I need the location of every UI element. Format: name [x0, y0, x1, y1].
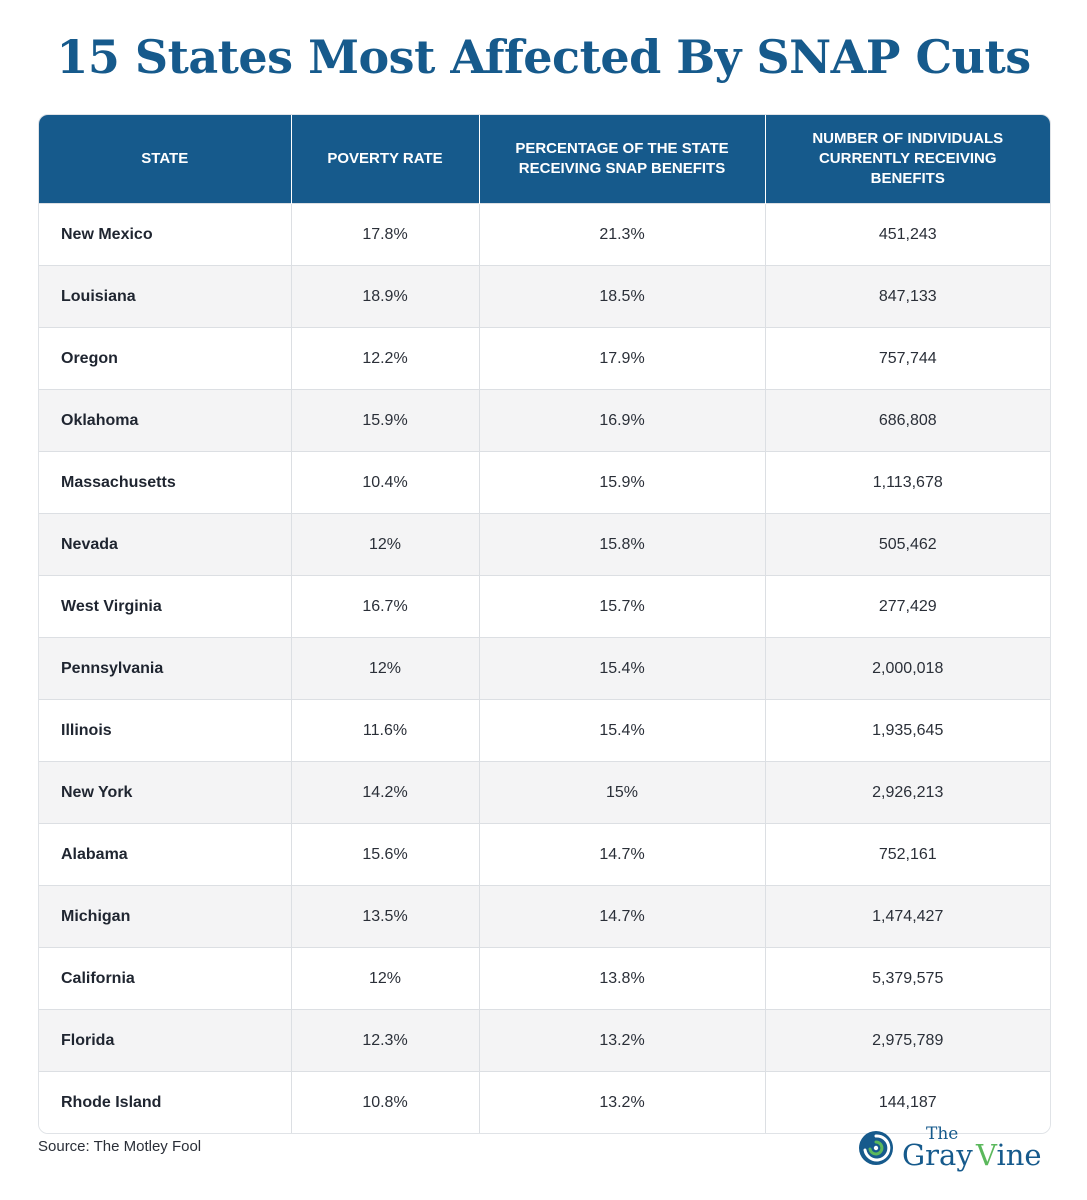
individuals-cell: 1,474,427 — [764, 885, 1050, 948]
individuals-cell: 1,113,678 — [764, 451, 1050, 514]
poverty-rate-cell: 12.2% — [290, 327, 479, 390]
poverty-rate-cell: 14.2% — [290, 761, 479, 824]
snap-percentage-cell: 13.2% — [478, 1071, 765, 1133]
state-cell: Pennsylvania — [39, 637, 291, 700]
snap-table: STATE POVERTY RATE PERCENTAGE OF THE STATE… — [38, 114, 1051, 1134]
individuals-cell: 2,975,789 — [764, 1009, 1050, 1072]
table-row: West Virginia 16.7% 15.7% 277,429 — [39, 575, 1050, 638]
table-row: Illinois 11.6% 15.4% 1,935,645 — [39, 699, 1050, 762]
poverty-rate-cell: 10.4% — [290, 451, 479, 514]
logo-gray-text: Gray — [902, 1138, 973, 1172]
header-row: STATE POVERTY RATE PERCENTAGE OF THE STATE… — [39, 115, 1050, 204]
snap-percentage-cell: 15.4% — [478, 699, 765, 762]
individuals-cell: 757,744 — [764, 327, 1050, 390]
individuals-cell: 505,462 — [764, 513, 1050, 576]
snap-percentage-cell: 16.9% — [478, 389, 765, 452]
swirl-logo-icon — [859, 1131, 893, 1165]
snap-percentage-cell: 13.8% — [478, 947, 765, 1010]
individuals-cell: 1,935,645 — [764, 699, 1050, 762]
snap-percentage-cell: 15.4% — [478, 637, 765, 700]
individuals-cell: 686,808 — [764, 389, 1050, 452]
state-cell: Oregon — [39, 327, 291, 390]
poverty-rate-cell: 12.3% — [290, 1009, 479, 1072]
table-header: STATE POVERTY RATE PERCENTAGE OF THE STATE… — [39, 115, 1050, 204]
poverty-rate-cell: 15.9% — [290, 389, 479, 452]
snap-percentage-cell: 21.3% — [478, 203, 765, 266]
snap-percentage-cell: 18.5% — [478, 265, 765, 328]
individuals-cell: 752,161 — [764, 823, 1050, 886]
table-row: Oregon 12.2% 17.9% 757,744 — [39, 327, 1050, 390]
table-row: California 12% 13.8% 5,379,575 — [39, 947, 1050, 1010]
snap-percentage-cell: 13.2% — [478, 1009, 765, 1072]
state-cell: Oklahoma — [39, 389, 291, 452]
logo-vine-text: Vine — [976, 1138, 1042, 1172]
logo-vine-rest: ine — [996, 1138, 1042, 1172]
table-row: Massachusetts 10.4% 15.9% 1,113,678 — [39, 451, 1050, 514]
individuals-cell: 144,187 — [764, 1071, 1050, 1133]
state-cell: California — [39, 947, 291, 1010]
data-table: STATE POVERTY RATE PERCENTAGE OF THE STATE… — [39, 115, 1050, 1133]
header-state: STATE — [39, 115, 291, 204]
poverty-rate-cell: 15.6% — [290, 823, 479, 886]
state-cell: Rhode Island — [39, 1071, 291, 1133]
individuals-cell: 2,926,213 — [764, 761, 1050, 824]
table-row: New York 14.2% 15% 2,926,213 — [39, 761, 1050, 824]
snap-percentage-cell: 15.7% — [478, 575, 765, 638]
poverty-rate-cell: 12% — [290, 637, 479, 700]
state-cell: Michigan — [39, 885, 291, 948]
poverty-rate-cell: 12% — [290, 513, 479, 576]
table-row: New Mexico 17.8% 21.3% 451,243 — [39, 203, 1050, 266]
individuals-cell: 5,379,575 — [764, 947, 1050, 1010]
table-row: Nevada 12% 15.8% 505,462 — [39, 513, 1050, 576]
state-cell: Louisiana — [39, 265, 291, 328]
table-row: Oklahoma 15.9% 16.9% 686,808 — [39, 389, 1050, 452]
snap-percentage-cell: 15.9% — [478, 451, 765, 514]
snap-percentage-cell: 14.7% — [478, 885, 765, 948]
the-grayvine-logo: The Gray Vine — [858, 1124, 1053, 1172]
poverty-rate-cell: 17.8% — [290, 203, 479, 266]
snap-percentage-cell: 17.9% — [478, 327, 765, 390]
state-cell: Nevada — [39, 513, 291, 576]
logo-vine-v: V — [976, 1138, 997, 1172]
page-title: 15 States Most Affected By SNAP Cuts — [56, 30, 1031, 84]
snap-percentage-cell: 15% — [478, 761, 765, 824]
poverty-rate-cell: 10.8% — [290, 1071, 479, 1133]
table-row: Pennsylvania 12% 15.4% 2,000,018 — [39, 637, 1050, 700]
individuals-cell: 277,429 — [764, 575, 1050, 638]
state-cell: New Mexico — [39, 203, 291, 266]
poverty-rate-cell: 16.7% — [290, 575, 479, 638]
header-individuals: NUMBER OF INDIVIDUALS CURRENTLY RECEIVIN… — [764, 115, 1050, 204]
state-cell: Massachusetts — [39, 451, 291, 514]
individuals-cell: 847,133 — [764, 265, 1050, 328]
poverty-rate-cell: 13.5% — [290, 885, 479, 948]
logo-the-text: The — [926, 1124, 959, 1144]
source-note: Source: The Motley Fool — [38, 1138, 202, 1155]
state-cell: West Virginia — [39, 575, 291, 638]
individuals-cell: 451,243 — [764, 203, 1050, 266]
header-snap-percentage: PERCENTAGE OF THE STATE RECEIVING SNAP B… — [478, 115, 765, 204]
table-row: Louisiana 18.9% 18.5% 847,133 — [39, 265, 1050, 328]
state-cell: Florida — [39, 1009, 291, 1072]
state-cell: Alabama — [39, 823, 291, 886]
state-cell: Illinois — [39, 699, 291, 762]
poverty-rate-cell: 11.6% — [290, 699, 479, 762]
individuals-cell: 2,000,018 — [764, 637, 1050, 700]
table-body: New Mexico 17.8% 21.3% 451,243 Louisiana 18.9… — [39, 203, 1050, 1133]
header-poverty-rate: POVERTY RATE — [290, 115, 479, 204]
table-row: Rhode Island 10.8% 13.2% 144,187 — [39, 1071, 1050, 1133]
snap-percentage-cell: 14.7% — [478, 823, 765, 886]
poverty-rate-cell: 12% — [290, 947, 479, 1010]
state-cell: New York — [39, 761, 291, 824]
snap-percentage-cell: 15.8% — [478, 513, 765, 576]
table-row: Alabama 15.6% 14.7% 752,161 — [39, 823, 1050, 886]
poverty-rate-cell: 18.9% — [290, 265, 479, 328]
table-row: Florida 12.3% 13.2% 2,975,789 — [39, 1009, 1050, 1072]
table-row: Michigan 13.5% 14.7% 1,474,427 — [39, 885, 1050, 948]
